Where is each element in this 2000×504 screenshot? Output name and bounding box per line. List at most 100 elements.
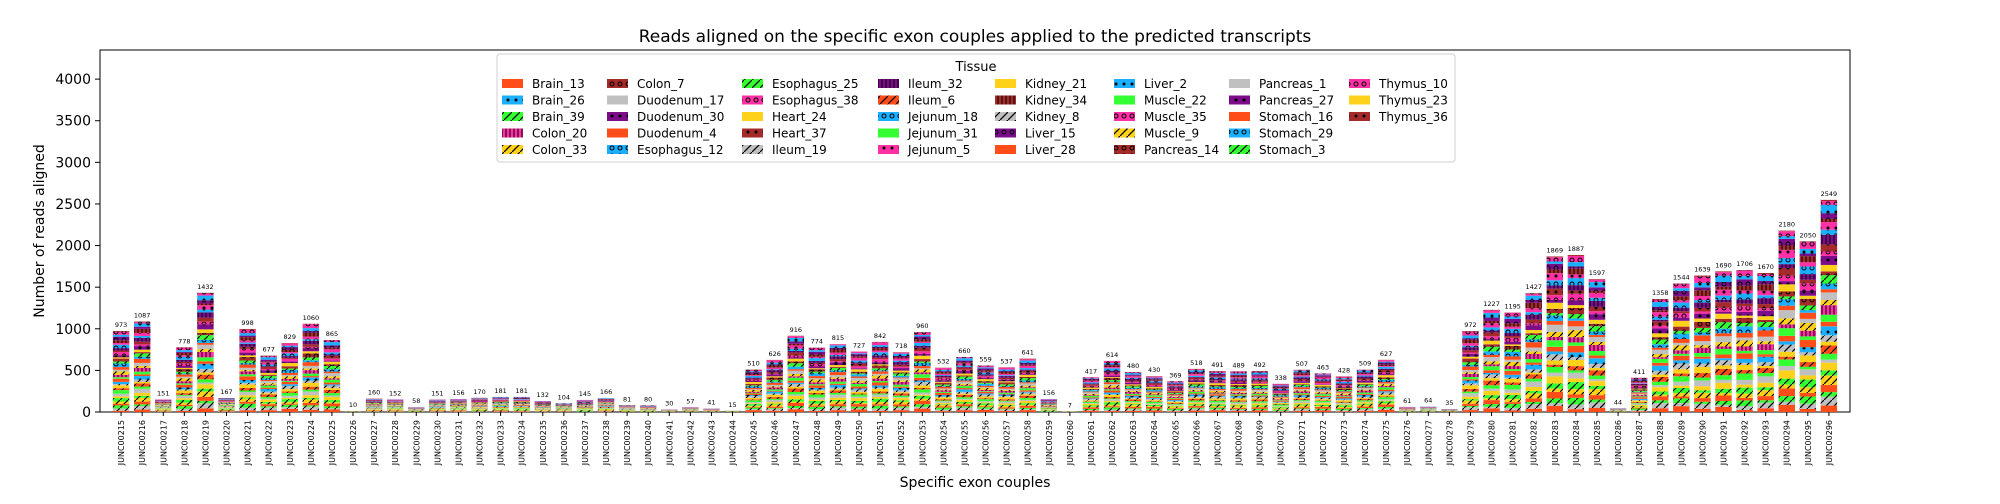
bar-segment: [1736, 316, 1752, 318]
bar-segment: [1779, 385, 1795, 389]
bar-segment: [1294, 387, 1310, 389]
bar-value-label: 518: [1190, 359, 1202, 367]
bar-segment: [766, 372, 782, 373]
bar-segment: [176, 368, 192, 369]
bar-segment: [1504, 377, 1520, 378]
bar-segment: [935, 392, 951, 393]
bar-segment: [1547, 352, 1563, 355]
bar-segment: [1483, 323, 1499, 327]
bar-segment: [956, 381, 972, 382]
x-tick-label: JUNC00251: [876, 420, 885, 466]
bar-segment: [513, 404, 529, 405]
x-tick-label: JUNC00264: [1150, 420, 1159, 466]
bar-segment: [1357, 409, 1373, 411]
bar-segment: [492, 409, 508, 410]
bar-segment: [830, 398, 846, 400]
bar-segment: [914, 340, 930, 342]
bar-segment: [935, 380, 951, 381]
bar-segment: [1336, 403, 1352, 404]
bar-segment: [324, 406, 340, 408]
bar-segment: [893, 362, 909, 365]
bar-segment: [1757, 322, 1773, 327]
bar-segment: [788, 389, 804, 392]
bar-segment: [893, 378, 909, 380]
bar-segment: [1104, 376, 1120, 378]
bar-segment: [1357, 397, 1373, 398]
bar-value-label: 641: [1021, 349, 1033, 357]
bar-segment: [1019, 375, 1035, 377]
bar-segment: [809, 411, 825, 412]
bar-segment: [1547, 398, 1563, 403]
bar-segment: [1273, 411, 1289, 412]
bar-segment: [282, 389, 298, 391]
bar-segment: [1757, 341, 1773, 344]
bar-segment: [1083, 380, 1099, 381]
bar-segment: [282, 347, 298, 350]
x-tick-label: JUNC00283: [1551, 420, 1560, 466]
bar-segment: [1104, 393, 1120, 395]
bar-segment: [1631, 385, 1647, 386]
bar-segment: [1462, 331, 1478, 332]
bar-segment: [1547, 315, 1563, 321]
bar-segment: [1209, 373, 1225, 374]
bar-segment: [113, 382, 129, 384]
bar-segment: [893, 387, 909, 388]
bar-segment: [260, 385, 276, 386]
bar-segment: [1779, 345, 1795, 352]
bar-segment: [851, 410, 867, 412]
bar-segment: [1273, 388, 1289, 389]
bar-segment: [1019, 388, 1035, 390]
bar-segment: [977, 391, 993, 392]
bar-segment: [1251, 385, 1267, 386]
legend-entry-label: Colon_33: [532, 143, 587, 157]
bar-segment: [1821, 213, 1837, 219]
bar-segment: [1821, 375, 1837, 385]
bar-segment: [788, 336, 804, 338]
bar-segment: [1483, 355, 1499, 357]
bar-segment: [1504, 375, 1520, 378]
bar-segment: [851, 398, 867, 401]
bar-segment: [1652, 321, 1668, 325]
bar-segment: [1800, 323, 1816, 331]
bar-segment: [1230, 388, 1246, 389]
bar-segment: [1336, 394, 1352, 396]
bar-segment: [745, 376, 761, 378]
bar-segment: [1336, 404, 1352, 405]
bar-segment: [1715, 322, 1731, 328]
bar-segment: [197, 303, 213, 305]
bar-segment: [1715, 312, 1731, 314]
bar-value-label: 2050: [1800, 231, 1817, 239]
bar-segment: [1294, 385, 1310, 386]
bar-segment: [809, 406, 825, 407]
bar-segment: [1209, 391, 1225, 393]
bar-segment: [1209, 385, 1225, 386]
bar-segment: [766, 402, 782, 404]
legend-swatch: [742, 96, 763, 105]
legend-swatch: [878, 145, 899, 154]
x-tick-label: JUNC00292: [1741, 420, 1750, 466]
bar-segment: [1779, 258, 1795, 264]
bar-segment: [113, 332, 129, 335]
bar-value-label: 338: [1275, 374, 1287, 382]
bar-segment: [1462, 359, 1478, 363]
bar-segment: [1483, 361, 1499, 364]
bar-segment: [260, 408, 276, 411]
bar-segment: [1652, 344, 1668, 347]
bar-segment: [1146, 400, 1162, 401]
bar-segment: [1736, 326, 1752, 332]
bar-segment: [1736, 338, 1752, 341]
bar-segment: [303, 347, 319, 348]
legend-entry-label: Kidney_8: [1025, 110, 1080, 124]
bar-segment: [1715, 383, 1731, 389]
bar-segment: [1104, 402, 1120, 404]
bar-segment: [1526, 402, 1542, 404]
legend-entry-label: Kidney_21: [1025, 77, 1087, 91]
bar-segment: [1315, 386, 1331, 387]
bar-segment: [1715, 405, 1731, 407]
bar-segment: [1779, 352, 1795, 357]
bar-segment: [1315, 411, 1331, 412]
bar-value-label: 151: [157, 389, 169, 397]
bar-segment: [1504, 352, 1520, 356]
bar-segment: [1504, 338, 1520, 342]
bar-segment: [1715, 360, 1731, 365]
